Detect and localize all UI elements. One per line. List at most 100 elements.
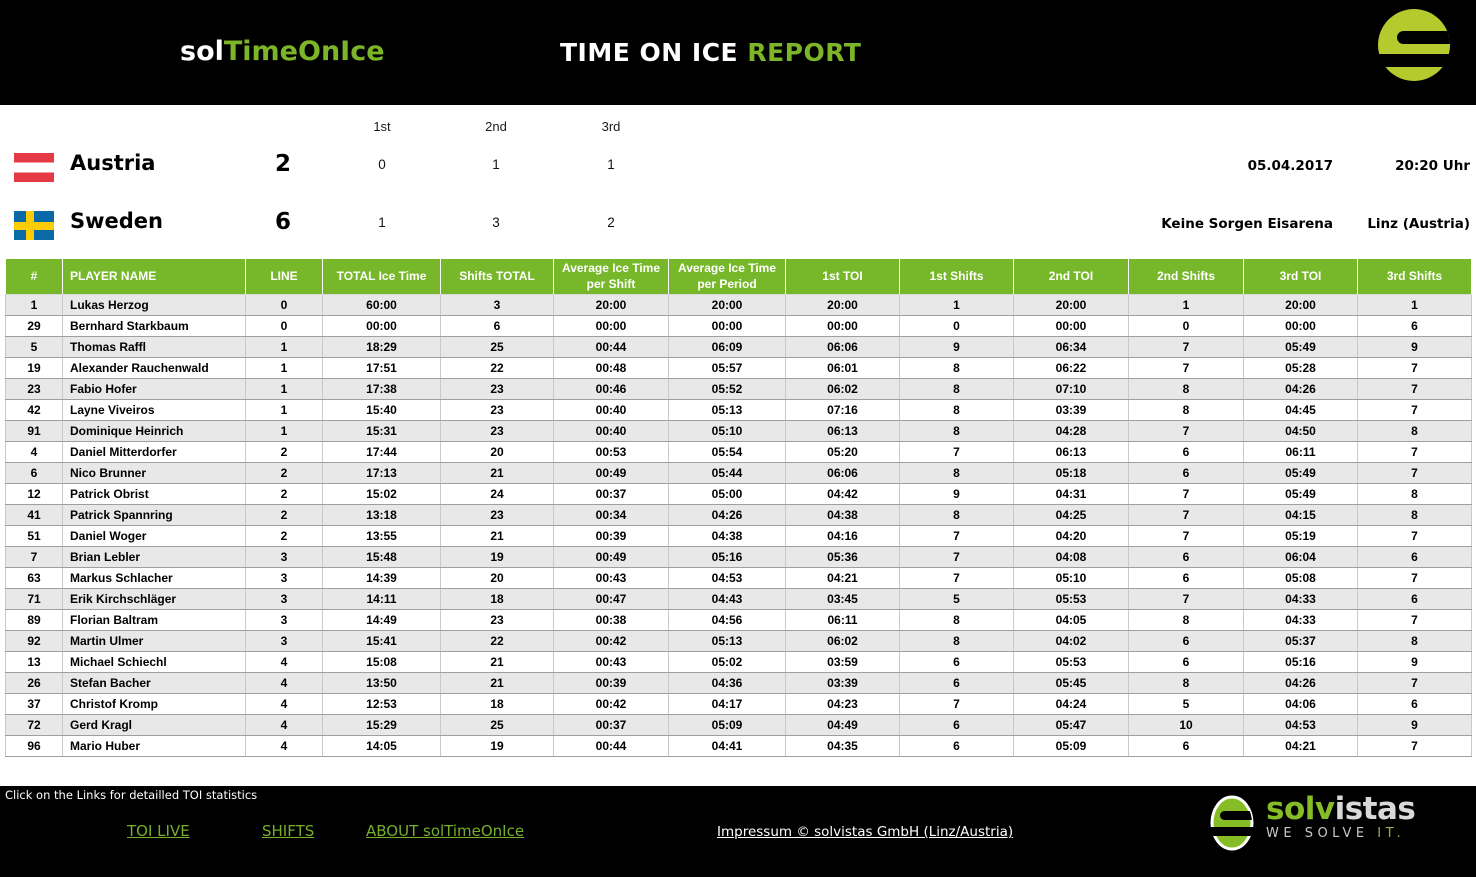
link-impressum[interactable]: Impressum © solvistas GmbH (Linz/Austria… — [717, 824, 1014, 840]
stat-cell: 04:31 — [1013, 483, 1129, 505]
player-name-cell: Fabio Hofer — [62, 378, 246, 400]
stat-cell: 7 — [1357, 525, 1472, 547]
stat-cell: 20 — [440, 567, 554, 589]
player-name-cell: Dominique Heinrich — [62, 420, 246, 442]
link-shifts[interactable]: SHIFTS — [262, 822, 315, 840]
col-avg-ice-time-per-shift: Average Ice Time per Shift — [553, 258, 669, 295]
stat-cell: 05:57 — [668, 357, 786, 379]
period-score: 1 — [607, 157, 615, 172]
stat-cell: 04:49 — [785, 714, 900, 736]
link-about-soltimeonice[interactable]: ABOUT solTimeOnIce — [366, 822, 525, 840]
player-name-cell: Nico Brunner — [62, 462, 246, 484]
stat-cell: 15:40 — [322, 399, 441, 421]
table-row: 6 Nico Brunner 2 17:13 21 00:49 05:44 06:06 8 05:… — [5, 462, 1472, 484]
stat-cell: 06:34 — [1013, 336, 1129, 358]
player-name-cell: Gerd Kragl — [62, 714, 246, 736]
team-score: 6 — [274, 209, 291, 235]
table-row: 19 Alexander Rauchenwald 1 17:51 22 00:48 05:5… — [5, 357, 1472, 379]
col-line: LINE — [245, 258, 323, 295]
stat-cell: 15:08 — [322, 651, 441, 673]
team-row-sweden: Sweden 6 1 3 2 Keine Sorgen Eisarena Lin… — [0, 205, 1476, 245]
col-shifts-total: Shifts TOTAL — [440, 258, 554, 295]
stat-cell: 2 — [245, 462, 323, 484]
stat-cell: 7 — [1128, 357, 1244, 379]
stat-cell: 6 — [1357, 315, 1472, 337]
stat-cell: 4 — [245, 651, 323, 673]
stat-cell: 14:39 — [322, 567, 441, 589]
solvistas-logo: solvistas WE SOLVE IT. — [1208, 794, 1416, 852]
stat-cell: 3 — [245, 546, 323, 568]
stat-cell: 8 — [899, 399, 1014, 421]
stat-cell: 6 — [1128, 567, 1244, 589]
stat-cell: 00:44 — [553, 336, 669, 358]
player-name-cell: Erik Kirchschläger — [62, 588, 246, 610]
table-row: 13 Michael Schiechl 4 15:08 21 00:43 05:02 03:5… — [5, 651, 1472, 673]
stat-cell: 05:49 — [1243, 462, 1358, 484]
stat-cell: 4 — [245, 714, 323, 736]
stat-cell: 9 — [1357, 336, 1472, 358]
stat-cell: 06:06 — [785, 462, 900, 484]
table-row: 7 Brian Lebler 3 15:48 19 00:49 05:16 05:36 7 04:… — [5, 546, 1472, 568]
stat-cell: 04:33 — [1243, 588, 1358, 610]
col-number: # — [5, 258, 63, 295]
stat-cell: 04:23 — [785, 693, 900, 715]
player-name-cell: Martin Ulmer — [62, 630, 246, 652]
stat-cell: 00:40 — [553, 399, 669, 421]
stat-cell: 21 — [440, 462, 554, 484]
footer-hint: Click on the Links for detailled TOI sta… — [5, 788, 258, 802]
stat-cell: 04:33 — [1243, 609, 1358, 631]
table-row: 23 Fabio Hofer 1 17:38 23 00:46 05:52 06:02 8 07:… — [5, 378, 1472, 400]
col-3rd-shifts: 3rd Shifts — [1357, 258, 1472, 295]
stat-cell: 04:38 — [668, 525, 786, 547]
stat-cell: 00:39 — [553, 672, 669, 694]
stat-cell: 05:09 — [1013, 735, 1129, 757]
stat-cell: 05:02 — [668, 651, 786, 673]
stat-cell: 7 — [899, 693, 1014, 715]
stat-cell: 04:38 — [785, 504, 900, 526]
stat-cell: 7 — [1357, 441, 1472, 463]
stat-cell: 8 — [899, 504, 1014, 526]
stat-cell: 14:49 — [322, 609, 441, 631]
stat-cell: 7 — [1128, 588, 1244, 610]
link-toi-live[interactable]: TOI LIVE — [127, 822, 190, 840]
stat-cell: 25 — [440, 714, 554, 736]
stat-cell: 23 — [440, 399, 554, 421]
stat-cell: 3 — [245, 567, 323, 589]
stat-cell: 00:00 — [785, 315, 900, 337]
stat-cell: 22 — [440, 630, 554, 652]
stat-cell: 15:41 — [322, 630, 441, 652]
stat-cell: 7 — [1128, 420, 1244, 442]
period-label-2nd: 2nd — [485, 119, 507, 134]
stat-cell: 06:09 — [668, 336, 786, 358]
stat-cell: 1 — [5, 294, 63, 316]
stat-cell: 10 — [1128, 714, 1244, 736]
stat-cell: 8 — [1357, 630, 1472, 652]
col-player-name: PLAYER NAME — [62, 258, 246, 295]
col-2nd-shifts: 2nd Shifts — [1128, 258, 1244, 295]
stat-cell: 05:16 — [668, 546, 786, 568]
stat-cell: 17:51 — [322, 357, 441, 379]
stat-cell: 15:02 — [322, 483, 441, 505]
stat-cell: 5 — [899, 588, 1014, 610]
stat-cell: 04:26 — [1243, 378, 1358, 400]
logo-tagline-accent: IT. — [1377, 826, 1406, 841]
stat-cell: 05:52 — [668, 378, 786, 400]
stat-cell: 6 — [1128, 546, 1244, 568]
period-label-3rd: 3rd — [601, 119, 621, 134]
stat-cell: 00:39 — [553, 525, 669, 547]
stat-cell: 4 — [245, 672, 323, 694]
stat-cell: 8 — [899, 357, 1014, 379]
stat-cell: 60:00 — [322, 294, 441, 316]
stat-cell: 04:43 — [668, 588, 786, 610]
team-row-austria: Austria 2 0 1 1 05.04.2017 20:20 Uhr — [0, 147, 1476, 187]
stat-cell: 6 — [1357, 588, 1472, 610]
stat-cell: 6 — [1357, 546, 1472, 568]
match-venue: Keine Sorgen Eisarena — [1161, 216, 1333, 232]
stat-cell: 06:06 — [785, 336, 900, 358]
stat-cell: 9 — [899, 336, 1014, 358]
logo-tagline-main: WE SOLVE — [1266, 826, 1369, 841]
stat-cell: 05:20 — [785, 441, 900, 463]
stat-cell: 7 — [1357, 567, 1472, 589]
col-3rd-toi: 3rd TOI — [1243, 258, 1358, 295]
col-1st-shifts: 1st Shifts — [899, 258, 1014, 295]
